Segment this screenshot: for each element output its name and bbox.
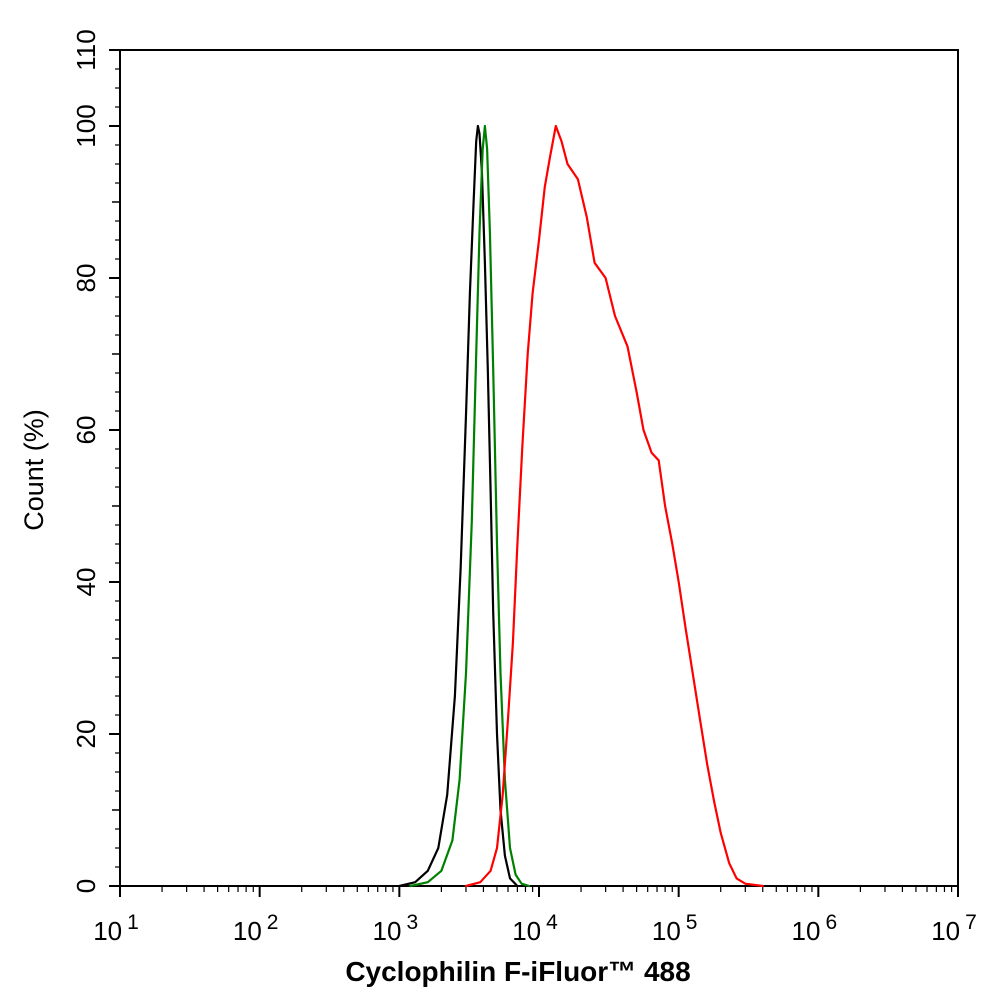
x-tick-label: 10 3 [373, 911, 419, 946]
x-tick-label: 10 4 [512, 911, 558, 946]
y-tick-label: 80 [71, 264, 101, 293]
minor-ticks [115, 68, 953, 892]
major-ticks [109, 49, 959, 897]
y-tick-label: 0 [71, 879, 101, 893]
y-tick-label: 20 [71, 720, 101, 749]
series-layer [398, 124, 764, 888]
series-line-1 [398, 124, 519, 888]
x-tick-exponent: 3 [406, 911, 418, 934]
y-tick-labels: 0 20 40 60 80 100 110 [71, 29, 101, 893]
x-tick-exponent: 5 [686, 911, 698, 934]
x-tick-exponent: 6 [825, 911, 837, 934]
y-axis-title: Count (%) [19, 409, 49, 531]
x-tick-base: 10 [512, 916, 541, 946]
x-tick-label: 10 5 [652, 911, 698, 946]
x-tick-exponent: 1 [127, 911, 139, 934]
x-tick-base: 10 [233, 916, 262, 946]
x-tick-labels: 10 1 10 2 10 3 10 4 10 5 10 6 10 7 [93, 911, 977, 946]
x-tick-exponent: 4 [546, 911, 558, 934]
y-tick-label: 40 [71, 568, 101, 597]
series-line-2 [409, 124, 531, 888]
x-tick-base: 10 [373, 916, 402, 946]
x-tick-label: 10 6 [792, 911, 838, 946]
x-tick-exponent: 7 [965, 911, 977, 934]
series-line-3 [464, 124, 764, 888]
x-tick-label: 10 1 [93, 911, 139, 946]
plot-frame [119, 49, 959, 887]
x-tick-label: 10 2 [233, 911, 279, 946]
x-tick-exponent: 2 [267, 911, 279, 934]
y-tick-label: 100 [71, 104, 101, 147]
x-tick-base: 10 [931, 916, 960, 946]
x-tick-base: 10 [93, 916, 122, 946]
y-tick-label: 110 [71, 29, 101, 70]
y-tick-label: 60 [71, 416, 101, 445]
x-axis-title: Cyclophilin F-iFluor™ 488 [345, 956, 690, 987]
x-tick-base: 10 [792, 916, 821, 946]
x-tick-base: 10 [652, 916, 681, 946]
x-tick-label: 10 7 [931, 911, 977, 946]
